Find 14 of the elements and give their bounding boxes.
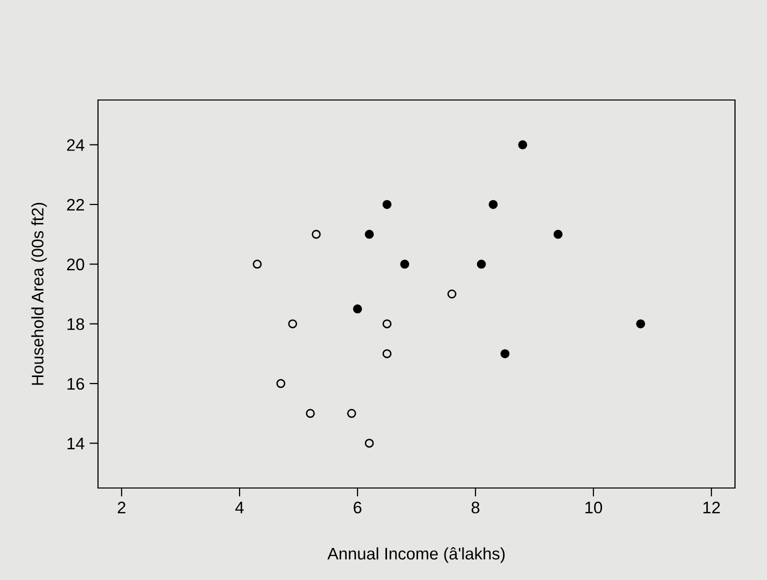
y-tick-label: 24 (67, 139, 84, 151)
x-tick-label: 6 (354, 502, 362, 514)
y-tick-label: 18 (68, 318, 84, 330)
x-tick-label: 12 (703, 502, 720, 514)
y-tick-label: 16 (68, 378, 84, 390)
x-tick-label: 10 (585, 502, 602, 514)
y-axis-title: Household Area (00s ft2) (31, 202, 47, 385)
y-tick-label: 22 (67, 198, 84, 210)
x-axis-title: Annual Income (â'lakhs) (327, 547, 505, 563)
x-tick-label: 2 (118, 502, 126, 514)
y-tick-label: 20 (67, 258, 84, 270)
y-tick-label: 14 (68, 438, 84, 450)
x-tick-label: 4 (235, 502, 244, 514)
x-tick-label: 8 (472, 502, 480, 514)
